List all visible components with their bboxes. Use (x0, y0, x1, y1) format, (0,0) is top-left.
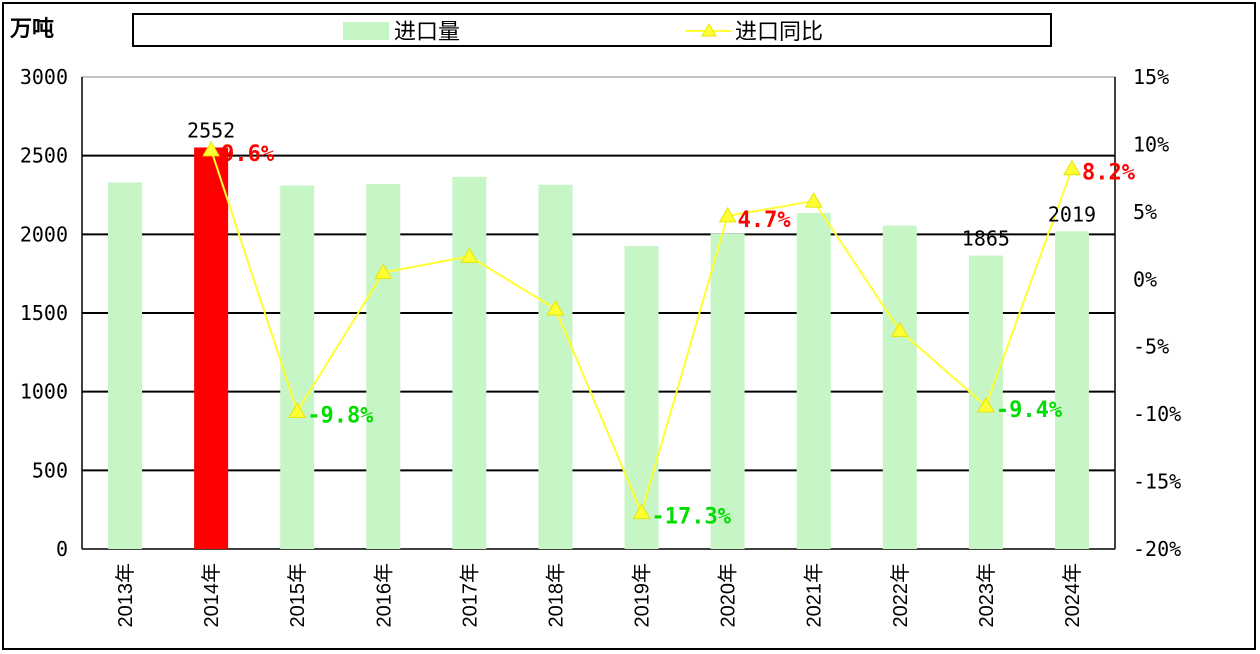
x-tick-label: 2016年 (372, 563, 395, 628)
legend-bar-swatch (343, 22, 389, 40)
line-marker (632, 503, 651, 520)
line-marker (374, 263, 393, 280)
bar (710, 233, 745, 549)
line-marker (977, 397, 995, 413)
y-right-tick-label: 10% (1133, 132, 1169, 156)
line-data-label: -17.3% (652, 505, 732, 530)
y-right-tick-label: 15% (1133, 65, 1169, 89)
bar-data-label: 2552 (187, 118, 235, 142)
line-data-label: 4.7% (738, 208, 792, 233)
y-right-tick-label: -20% (1133, 537, 1181, 561)
y-left-tick-label: 500 (32, 458, 68, 482)
line-marker (202, 140, 220, 157)
line-marker (546, 299, 565, 316)
y-right-tick-label: -5% (1133, 335, 1169, 359)
bar-data-label: 2019 (1048, 202, 1096, 226)
bar (194, 147, 229, 549)
x-tick-label: 2022年 (889, 563, 912, 628)
legend-box (132, 13, 1052, 47)
y-left-tick-label: 2000 (20, 222, 68, 246)
line-data-label: -9.4% (996, 398, 1063, 423)
unit-label: 万吨 (9, 17, 54, 42)
x-tick-label: 2018年 (544, 563, 567, 628)
bar (538, 184, 573, 550)
legend-line-label: 进口同比 (735, 20, 823, 45)
line-marker (804, 192, 823, 208)
bar (452, 176, 487, 549)
bar (280, 185, 315, 549)
y-right-tick-label: -15% (1133, 470, 1181, 494)
x-tick-label: 2013年 (114, 563, 137, 628)
bar (108, 182, 143, 549)
x-tick-label: 2019年 (631, 563, 654, 628)
line-marker (288, 402, 307, 418)
y-left-tick-label: 1000 (20, 380, 68, 404)
bar (1054, 231, 1089, 549)
line-data-label: 9.6% (221, 142, 275, 167)
line-marker (460, 247, 479, 263)
y-right-tick-label: 5% (1133, 200, 1157, 224)
y-right-tick-label: -10% (1133, 402, 1181, 426)
bar (796, 213, 831, 550)
y-left-tick-label: 3000 (20, 65, 68, 89)
x-tick-label: 2023年 (975, 563, 998, 628)
bar-data-label: 1865 (962, 227, 1010, 251)
x-tick-label: 2021年 (803, 563, 826, 628)
y-left-tick-label: 2500 (20, 144, 68, 168)
x-tick-label: 2024年 (1061, 563, 1084, 628)
y-right-tick-label: 0% (1133, 267, 1157, 291)
x-tick-label: 2017年 (458, 563, 481, 628)
line-data-label: -9.8% (307, 403, 374, 428)
x-tick-label: 2015年 (286, 563, 309, 628)
bar (624, 246, 659, 549)
y-left-tick-label: 0 (56, 537, 68, 561)
x-tick-label: 2014年 (200, 563, 223, 628)
line-marker (1063, 159, 1081, 176)
legend-line-marker (701, 23, 717, 37)
legend-bar-label: 进口量 (394, 20, 460, 45)
bar (882, 225, 917, 549)
line-marker (718, 206, 737, 223)
x-tick-label: 2020年 (717, 563, 740, 628)
line-marker (890, 321, 909, 338)
bar (366, 183, 401, 549)
y-left-tick-label: 1500 (20, 301, 68, 325)
line-data-label: 8.2% (1082, 161, 1136, 186)
